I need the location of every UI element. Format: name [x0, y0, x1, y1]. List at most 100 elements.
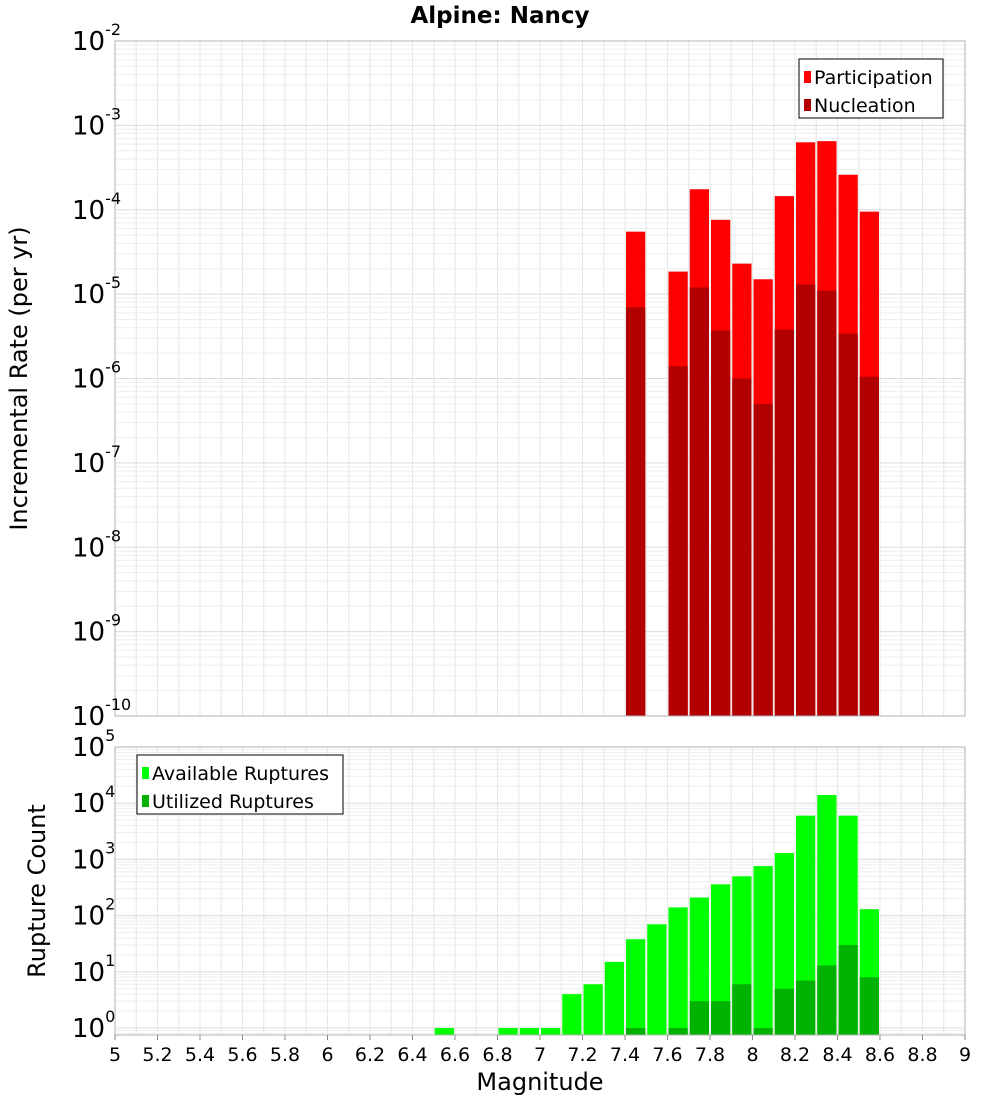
bar-available-ruptures	[541, 1027, 561, 1035]
x-tick-label: 6.6	[440, 1044, 470, 1066]
bottom-y-ticks: 1 0 5 104 103 102 101 100	[72, 726, 115, 1044]
bar-overlay-utilized-ruptures	[859, 977, 879, 1035]
bar-overlay-utilized-ruptures	[711, 1001, 731, 1035]
y-tick-label: 10-3	[72, 104, 121, 141]
y-tick-label: 104	[72, 782, 115, 819]
x-axis-label: Magnitude	[476, 1068, 603, 1096]
bar-overlay-nucleation	[626, 307, 646, 716]
bar-available-ruptures	[711, 884, 731, 1035]
bottom-legend: Available Ruptures Utilized Ruptures	[136, 754, 344, 815]
y-tick-exponent: -5	[105, 273, 121, 292]
bar-available-ruptures	[583, 984, 603, 1035]
x-tick-label: 7.4	[610, 1044, 640, 1066]
bar-overlay-utilized-ruptures	[753, 1027, 773, 1035]
y-tick-exponent: -2	[105, 20, 121, 39]
bar-available-ruptures	[668, 907, 688, 1035]
y-tick-exponent: -7	[105, 442, 121, 461]
x-tick-label: 8.8	[907, 1044, 937, 1066]
bar-overlay-nucleation	[689, 287, 709, 716]
y-tick-label: 10-9	[72, 611, 121, 648]
legend-label: Nucleation	[814, 95, 916, 117]
bar-available-ruptures	[647, 924, 667, 1035]
x-tick-label: 5.8	[270, 1044, 300, 1066]
x-tick-label: 6.2	[355, 1044, 385, 1066]
legend-box	[798, 58, 944, 119]
y-tick-exponent: 3	[105, 838, 115, 857]
y-tick-exponent: -3	[105, 104, 121, 123]
bar-available-ruptures	[498, 1027, 518, 1035]
bar-available-ruptures	[796, 815, 816, 1035]
legend-label: Utilized Ruptures	[152, 791, 314, 813]
bar-available-ruptures	[626, 939, 646, 1035]
y-tick-exponent: 1	[105, 951, 115, 970]
top-y-axis-label: Incremental Rate (per yr)	[5, 226, 33, 530]
bar-overlay-nucleation	[711, 330, 731, 716]
y-tick-exponent: 4	[105, 782, 115, 801]
bar-overlay-utilized-ruptures	[838, 944, 858, 1035]
legend-label: Available Ruptures	[152, 763, 329, 785]
x-tick-label: 7.2	[567, 1044, 597, 1066]
y-tick-label: 10-10	[72, 695, 131, 732]
top-legend: Participation Nucleation	[798, 58, 944, 119]
x-tick-label: 5.6	[227, 1044, 257, 1066]
y-tick-exponent: 0	[105, 1007, 115, 1026]
y-tick-label: 100	[72, 1007, 115, 1044]
bar-overlay-utilized-ruptures	[774, 988, 794, 1035]
x-tick-label: 9	[959, 1044, 971, 1066]
legend-swatch	[804, 71, 811, 83]
y-tick-label: 10-6	[72, 358, 121, 395]
top-y-ticks: 10-2 10-3 10-4 10-5 10-6 10-7 10-8 10-9 10-10	[72, 20, 131, 732]
x-tick-label: 5.4	[185, 1044, 215, 1066]
y-tick-label: 10-2	[72, 20, 121, 57]
x-tick-label: 7	[534, 1044, 546, 1066]
top-bars	[626, 141, 879, 717]
y-tick-label: 10-7	[72, 442, 121, 479]
x-tick-label: 8	[746, 1044, 758, 1066]
bar-overlay-nucleation	[668, 366, 688, 716]
y-tick-label: 101	[72, 951, 115, 988]
bar-overlay-utilized-ruptures	[817, 965, 837, 1035]
bar-overlay-nucleation	[817, 290, 837, 716]
bar-overlay-utilized-ruptures	[668, 1027, 688, 1035]
bar-overlay-nucleation	[838, 333, 858, 716]
x-tick-label: 7.8	[695, 1044, 725, 1066]
bar-available-ruptures	[604, 961, 624, 1035]
top-plot-frame	[114, 40, 966, 717]
y-tick-label: 10-4	[72, 189, 121, 226]
top-gridlines	[114, 40, 966, 717]
x-tick-label: 7.6	[652, 1044, 682, 1066]
y-tick-label: 102	[72, 895, 115, 932]
x-tick-label: 8.4	[822, 1044, 852, 1066]
x-tick-label: 6.8	[482, 1044, 512, 1066]
bar-available-ruptures	[434, 1027, 454, 1035]
bar-overlay-nucleation	[859, 376, 879, 716]
y-tick-label: 10-5	[72, 273, 121, 310]
bar-available-ruptures	[753, 866, 773, 1035]
x-tick-label: 5	[109, 1044, 121, 1066]
bar-overlay-nucleation	[753, 403, 773, 716]
legend-swatch	[804, 99, 811, 111]
bar-available-ruptures	[689, 897, 709, 1035]
bottom-bars	[434, 794, 879, 1035]
y-tick-label: 103	[72, 838, 115, 875]
legend-label: Participation	[814, 67, 933, 89]
bar-overlay-utilized-ruptures	[732, 984, 752, 1035]
bottom-y-axis-label: Rupture Count	[23, 804, 51, 978]
bar-overlay-utilized-ruptures	[626, 1027, 646, 1035]
y-tick-exponent: -10	[105, 695, 131, 714]
x-tick-label: 6.4	[397, 1044, 427, 1066]
legend-swatch	[142, 795, 149, 807]
x-tick-label: 6	[321, 1044, 333, 1066]
legend-box	[136, 754, 344, 815]
bar-overlay-nucleation	[732, 378, 752, 716]
bar-available-ruptures	[519, 1027, 539, 1035]
y-tick-exponent: 2	[105, 895, 115, 914]
bar-overlay-utilized-ruptures	[689, 1001, 709, 1035]
bar-available-ruptures	[562, 994, 582, 1035]
bar-overlay-nucleation	[774, 329, 794, 716]
x-ticks: 5 5.2 5.4 5.6 5.8 6 6.2 6.4 6.6 6.8 7 7.2 7.4 7.6 7.8 8…	[109, 1035, 971, 1066]
y-tick-exponent: 5	[105, 726, 115, 745]
chart-title: Alpine: Nancy	[411, 3, 590, 29]
bar-overlay-nucleation	[796, 284, 816, 716]
